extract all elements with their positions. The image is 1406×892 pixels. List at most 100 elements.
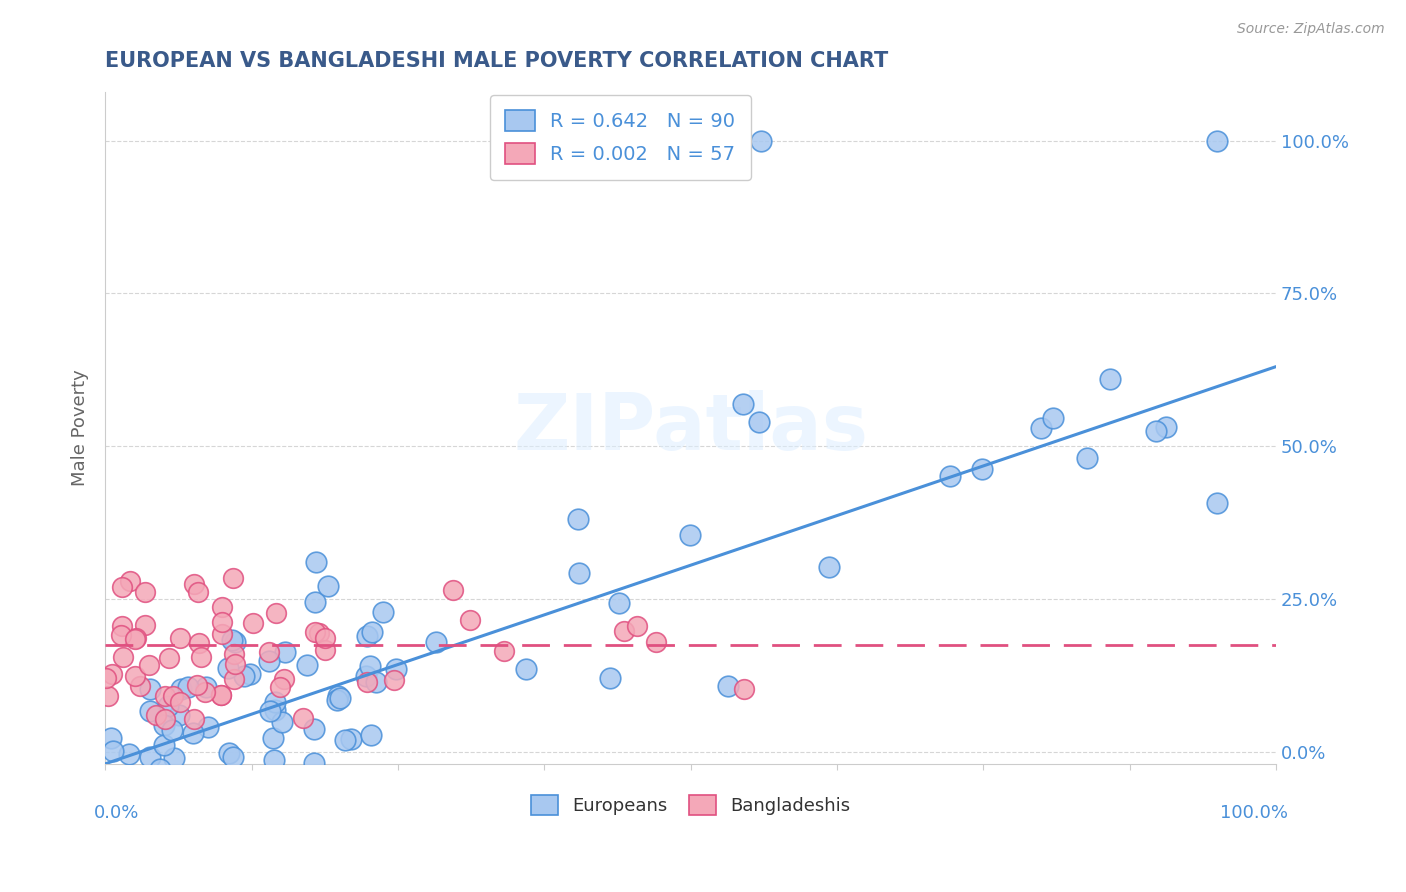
Point [263, 695, 285, 709]
Point [177, 680, 200, 694]
Point [211, 615, 233, 629]
Point [239, 667, 262, 681]
Y-axis label: Male Poverty: Male Poverty [72, 369, 89, 486]
Point [340, 731, 363, 746]
Point [145, 708, 167, 723]
Point [221, 632, 243, 647]
Point [607, 596, 630, 610]
Point [183, 577, 205, 591]
Point [356, 629, 378, 643]
Point [169, 707, 191, 722]
Point [138, 704, 160, 718]
Point [169, 695, 191, 709]
Point [354, 669, 377, 683]
Point [333, 733, 356, 747]
Point [364, 675, 387, 690]
Point [100, 775, 122, 789]
Point [1205, 496, 1227, 510]
Point [441, 583, 464, 598]
Point [159, 651, 181, 665]
Point [183, 712, 205, 726]
Text: Source: ZipAtlas.com: Source: ZipAtlas.com [1237, 22, 1385, 37]
Point [733, 397, 755, 411]
Point [384, 662, 406, 676]
Point [1206, 134, 1229, 148]
Point [124, 669, 146, 683]
Point [122, 775, 145, 789]
Point [211, 627, 233, 641]
Point [149, 762, 172, 776]
Point [733, 681, 755, 696]
Point [1042, 411, 1064, 425]
Point [134, 585, 156, 599]
Point [371, 605, 394, 619]
Point [217, 661, 239, 675]
Point [201, 775, 224, 789]
Point [138, 657, 160, 672]
Point [224, 657, 246, 671]
Point [492, 644, 515, 658]
Point [159, 770, 181, 784]
Point [970, 462, 993, 476]
Point [717, 679, 740, 693]
Point [153, 689, 176, 703]
Point [97, 689, 120, 703]
Point [141, 775, 163, 789]
Legend: Europeans, Bangladeshis: Europeans, Bangladeshis [523, 788, 858, 822]
Point [302, 775, 325, 789]
Point [224, 672, 246, 686]
Point [613, 624, 636, 638]
Point [1076, 451, 1098, 466]
Point [329, 691, 352, 706]
Point [162, 689, 184, 703]
Point [257, 654, 280, 668]
Point [163, 775, 186, 789]
Point [242, 616, 264, 631]
Point [314, 642, 336, 657]
Point [304, 722, 326, 736]
Text: 100.0%: 100.0% [1219, 805, 1288, 822]
Point [292, 710, 315, 724]
Point [304, 594, 326, 608]
Point [257, 644, 280, 658]
Point [626, 619, 648, 633]
Point [170, 681, 193, 696]
Point [100, 731, 122, 746]
Point [94, 671, 117, 685]
Text: ZIPatlas: ZIPatlas [513, 390, 868, 466]
Point [186, 678, 208, 692]
Point [194, 680, 217, 694]
Point [222, 749, 245, 764]
Point [139, 771, 162, 785]
Point [360, 728, 382, 742]
Point [118, 574, 141, 588]
Point [218, 746, 240, 760]
Point [326, 690, 349, 704]
Text: EUROPEAN VS BANGLADESHI MALE POVERTY CORRELATION CHART: EUROPEAN VS BANGLADESHI MALE POVERTY COR… [105, 51, 889, 70]
Point [118, 747, 141, 761]
Point [152, 738, 174, 752]
Point [645, 634, 668, 648]
Point [233, 669, 256, 683]
Point [1154, 420, 1177, 434]
Point [172, 775, 194, 789]
Point [101, 744, 124, 758]
Point [110, 627, 132, 641]
Point [382, 673, 405, 687]
Point [262, 731, 284, 745]
Point [314, 631, 336, 645]
Point [194, 684, 217, 698]
Point [111, 580, 134, 594]
Point [141, 775, 163, 789]
Point [153, 712, 176, 726]
Point [302, 756, 325, 770]
Point [283, 775, 305, 789]
Point [308, 625, 330, 640]
Point [568, 566, 591, 580]
Point [1144, 424, 1167, 438]
Point [316, 579, 339, 593]
Point [425, 635, 447, 649]
Point [305, 554, 328, 568]
Point [156, 699, 179, 714]
Point [939, 469, 962, 483]
